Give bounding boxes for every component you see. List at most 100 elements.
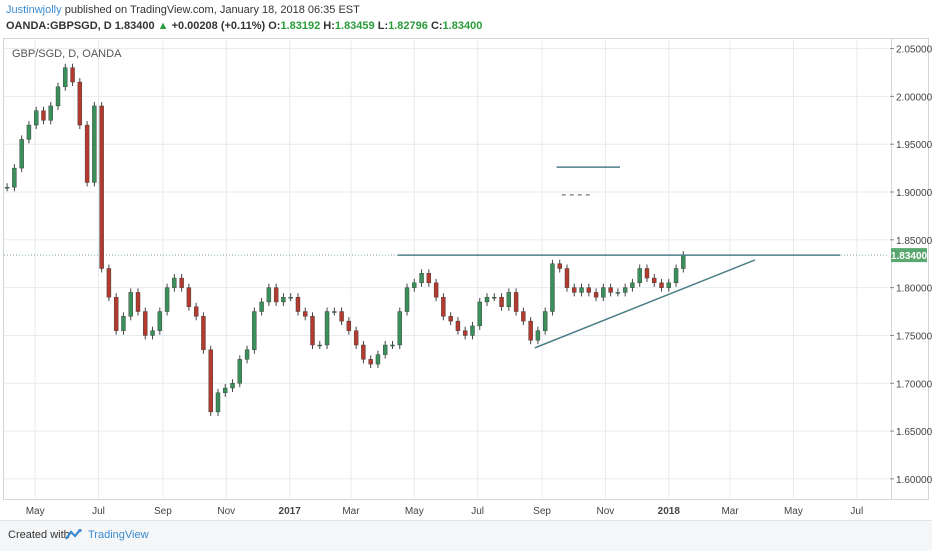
candle-body <box>193 306 199 317</box>
x-tick-label: Sep <box>154 506 172 517</box>
symbol-full: OANDA:GBPSGD, D <box>6 20 112 32</box>
up-arrow-icon: ▲ <box>157 20 169 32</box>
candle-body <box>12 167 17 188</box>
candle-body <box>353 330 359 346</box>
chart-svg: 1.60000 1.65000 1.70000 1.75000 1.80000 1.850… <box>4 39 932 517</box>
y-tick-label: 1.65000 <box>896 427 932 438</box>
candle-body <box>579 287 584 293</box>
candle-body <box>113 296 119 331</box>
candle-body <box>426 273 432 284</box>
candle-body <box>92 105 97 183</box>
close-value: 1.83400 <box>442 20 483 32</box>
candle-body <box>368 359 373 365</box>
candle-body <box>172 277 177 288</box>
candle-body <box>26 124 32 140</box>
y-tick-label: 2.05000 <box>896 45 932 56</box>
open-label: O: <box>268 20 281 32</box>
candle-body <box>477 301 482 327</box>
published-text: published on TradingView.com, January 18… <box>64 4 360 16</box>
y-tick-label: 1.95000 <box>896 140 932 151</box>
candle-body <box>179 277 184 288</box>
candle-body <box>150 330 155 336</box>
candle-body <box>244 349 250 360</box>
candle-body <box>404 287 410 312</box>
candle-body <box>550 263 555 312</box>
candle-body <box>499 296 504 307</box>
candle-body <box>586 287 592 293</box>
candle-body <box>295 296 301 312</box>
x-tick-label: Sep <box>533 506 551 517</box>
high-label: H: <box>323 20 335 32</box>
candle-body <box>201 316 206 350</box>
footer: Created with TradingView <box>0 520 932 551</box>
candle-body <box>441 296 446 317</box>
candle-body <box>63 67 68 88</box>
candle-body <box>19 139 24 169</box>
candle-body <box>433 282 439 298</box>
candle-body <box>157 311 163 331</box>
candle-body <box>266 287 272 303</box>
candle-body <box>55 86 61 107</box>
candle-body <box>215 392 221 413</box>
candle-body <box>622 287 628 293</box>
last-price: 1.83400 <box>114 20 155 32</box>
tradingview-brand[interactable]: TradingView <box>88 529 149 541</box>
candle-body <box>259 301 264 312</box>
price-badge <box>891 248 927 263</box>
x-tick-label: Jul <box>92 506 105 517</box>
candle-body <box>230 383 235 389</box>
candle-body <box>528 320 533 341</box>
publish-line: Justinwjolly published on TradingView.co… <box>6 2 926 18</box>
low-label: L: <box>377 20 389 32</box>
candle-body <box>564 268 570 288</box>
chart-pane[interactable] <box>3 38 892 500</box>
candle-body <box>659 282 664 288</box>
candle-body <box>186 287 192 307</box>
candle-body <box>332 311 337 313</box>
candle-body <box>455 320 461 331</box>
candle-body <box>484 296 490 303</box>
candle-body <box>644 268 650 279</box>
y-tick-label: 1.70000 <box>896 379 932 390</box>
candle-body <box>615 292 621 294</box>
candle-body <box>208 349 213 413</box>
candle-body <box>397 311 402 346</box>
candle-body <box>303 311 308 317</box>
candle-body <box>48 105 53 121</box>
candle-body <box>492 296 497 299</box>
candle-body <box>77 81 83 126</box>
author-link[interactable]: Justinwjolly <box>6 4 62 16</box>
x-tick-label: Mar <box>721 506 739 517</box>
candle-body <box>143 311 148 336</box>
candle-body <box>506 292 512 307</box>
candle-body <box>361 344 366 360</box>
candle-body <box>630 282 635 288</box>
candle-body <box>462 330 468 336</box>
x-tick-label: Jul <box>850 506 863 517</box>
candle-body <box>339 311 344 322</box>
candle-body <box>4 187 10 189</box>
candle-body <box>324 311 330 346</box>
price-axis[interactable] <box>890 38 929 500</box>
candle-body <box>164 287 170 312</box>
y-tick-label: 1.90000 <box>896 188 932 199</box>
candle-body <box>288 296 293 299</box>
candle-body <box>412 282 417 288</box>
x-tick-label: 2018 <box>658 506 681 517</box>
candle-body <box>557 263 562 269</box>
candle-body <box>70 67 75 83</box>
candle-body <box>252 311 257 350</box>
x-tick-label: May <box>405 506 424 517</box>
candle-body <box>106 268 112 298</box>
candle-body <box>521 311 526 322</box>
y-tick-label: 1.60000 <box>896 475 932 486</box>
candle-body <box>317 344 322 347</box>
high-value: 1.83459 <box>334 20 375 32</box>
x-tick-label: Nov <box>597 506 615 517</box>
candle-body <box>572 287 577 293</box>
x-tick-label: May <box>26 506 45 517</box>
created-with-text: Created with <box>8 529 70 541</box>
candle-body <box>346 320 352 331</box>
candle-body <box>128 292 133 317</box>
y-tick-label: 1.85000 <box>896 236 932 247</box>
